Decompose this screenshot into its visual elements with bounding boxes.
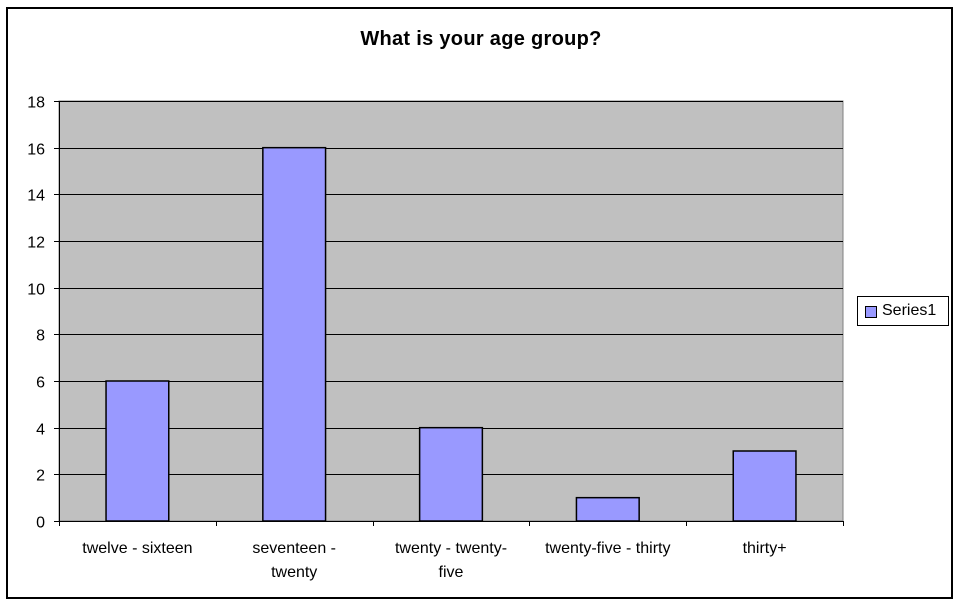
category-label: twenty - twenty-five <box>395 540 507 581</box>
legend-label: Series1 <box>882 302 937 319</box>
category-label: seventeen - twenty <box>252 540 336 581</box>
category-label-line: twenty <box>271 564 317 581</box>
y-tick-label: 18 <box>27 95 45 112</box>
category-label-line: twelve - sixteen <box>82 540 192 557</box>
y-tick-label: 14 <box>27 188 45 205</box>
bar <box>575 496 640 522</box>
chart-title: What is your age group? <box>360 28 602 50</box>
category-label: twelve - sixteen <box>82 540 192 557</box>
bar <box>105 380 170 522</box>
y-tick-label: 0 <box>36 515 45 532</box>
category-label-line: thirty+ <box>743 540 787 557</box>
y-tick-label: 16 <box>27 142 45 159</box>
category-label-line: seventeen - <box>252 540 336 557</box>
category-label: thirty+ <box>743 540 787 557</box>
y-tick-label: 4 <box>36 422 45 439</box>
y-tick-label: 10 <box>27 282 45 299</box>
y-tick-label: 12 <box>27 235 45 252</box>
category-label-line: five <box>439 564 464 581</box>
legend-swatch <box>865 306 877 318</box>
y-tick-label: 8 <box>36 328 45 345</box>
bar <box>418 426 484 522</box>
category-label-line: twenty - twenty- <box>395 540 507 557</box>
bar <box>732 450 797 522</box>
category-label: twenty-five - thirty <box>545 540 670 557</box>
y-tick-label: 6 <box>36 375 45 392</box>
category-label-line: twenty-five - thirty <box>545 540 670 557</box>
y-tick-label: 2 <box>36 468 45 485</box>
legend: Series1 <box>857 296 949 326</box>
bar <box>262 146 327 522</box>
